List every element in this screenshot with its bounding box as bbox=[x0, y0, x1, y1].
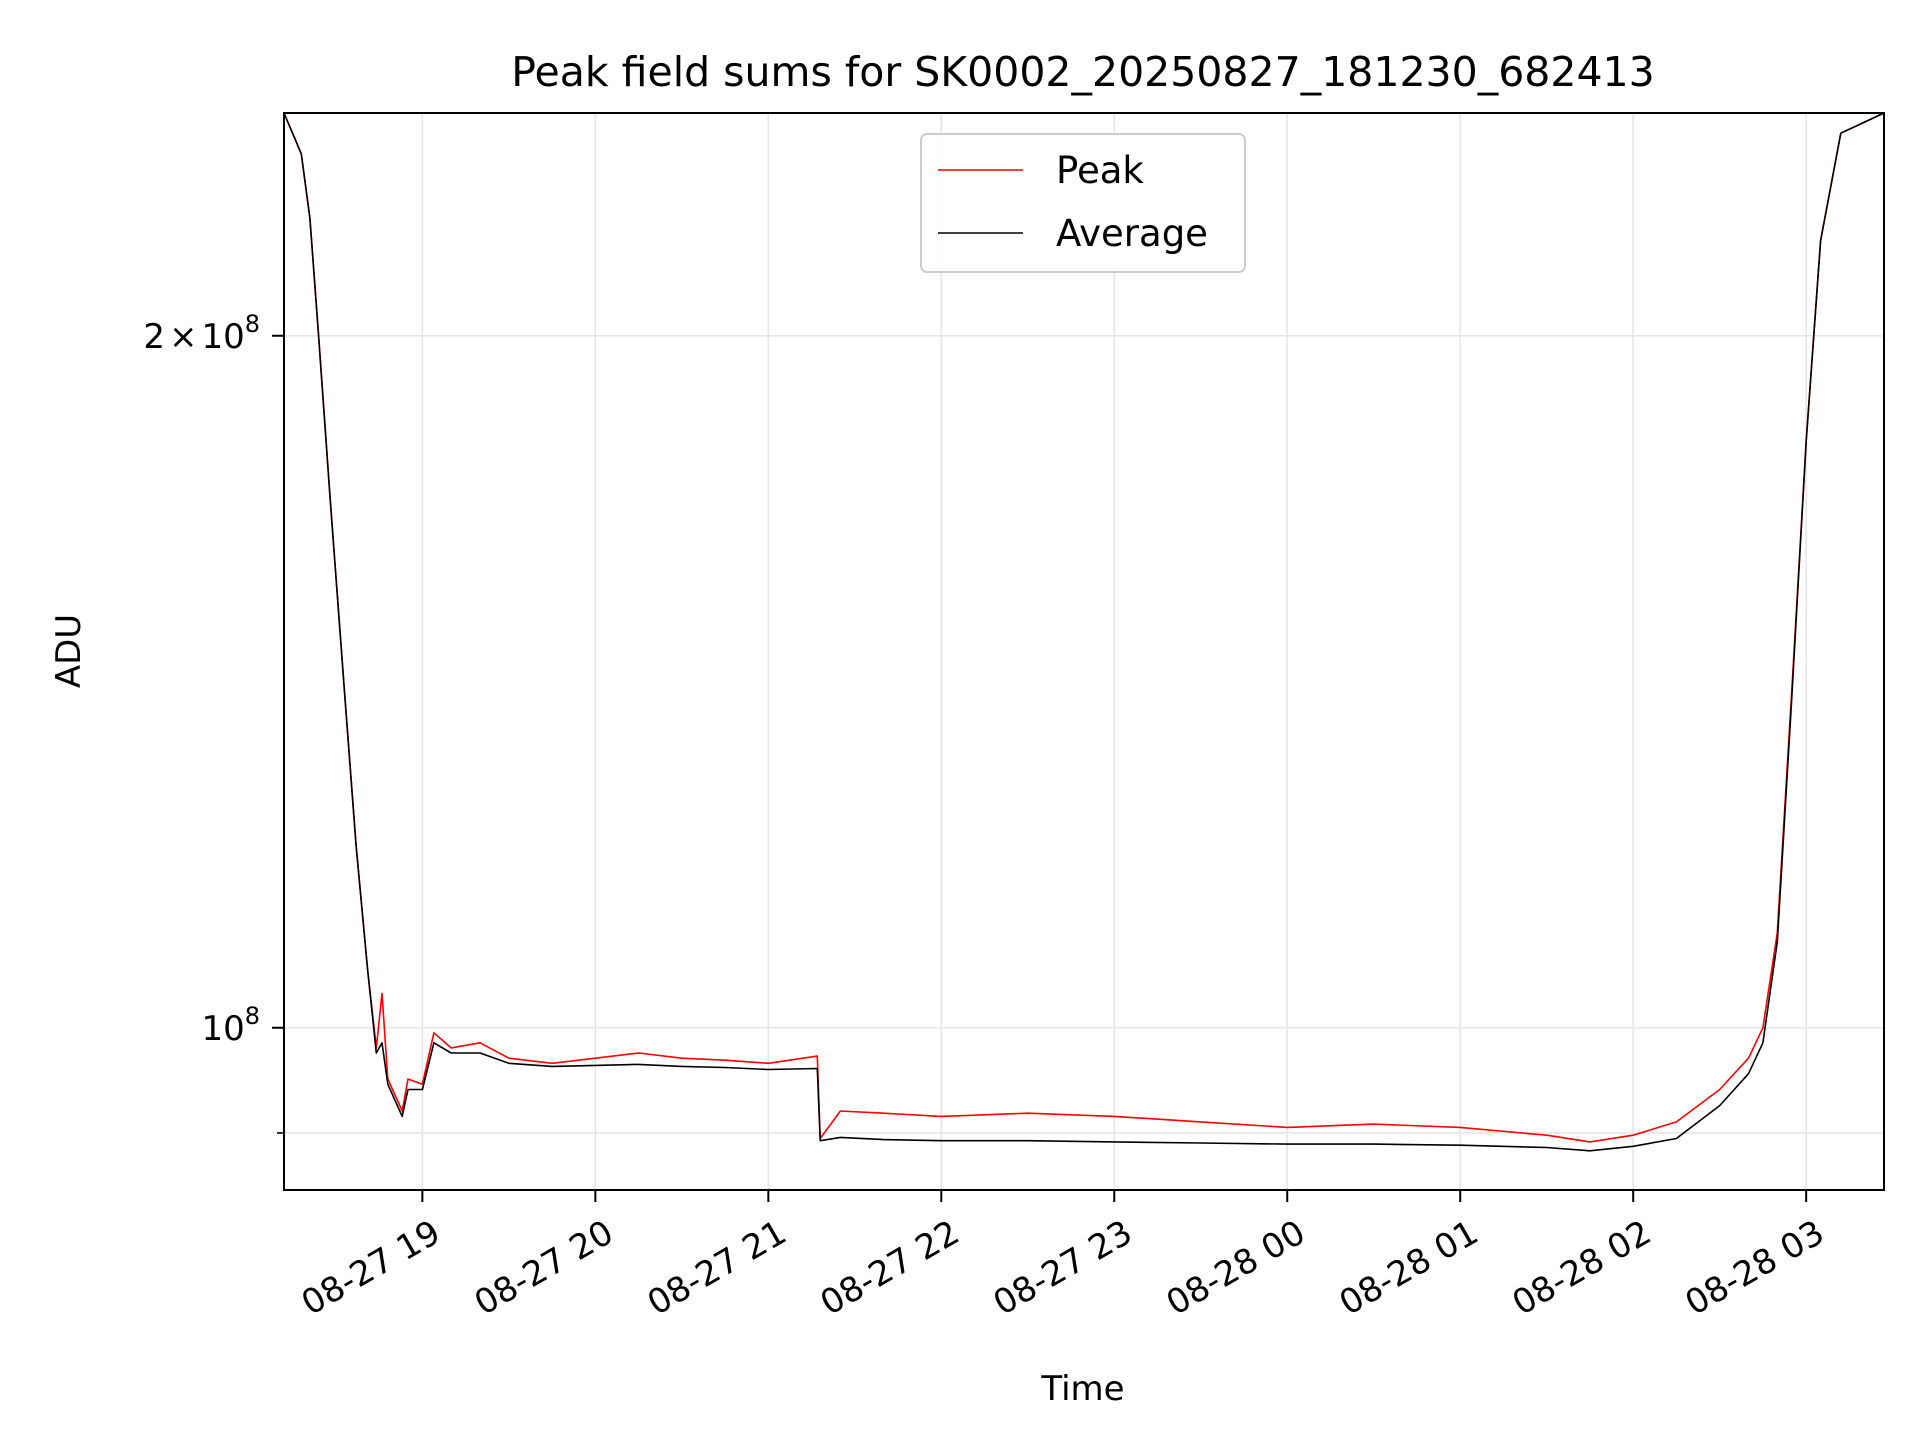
y-axis-label: ADU bbox=[49, 614, 89, 688]
y-tick-label: 2 × 108 bbox=[143, 310, 260, 357]
y-tick-label-exponent: 8 bbox=[245, 310, 260, 338]
y-tick-label-exponent: 8 bbox=[245, 1002, 260, 1030]
x-axis-label: Time bbox=[1040, 1369, 1124, 1409]
chart-title: Peak field sums for SK0002_20250827_1812… bbox=[511, 48, 1654, 96]
legend-label-average: Average bbox=[1056, 212, 1208, 255]
y-tick-label-base: 10 bbox=[201, 1009, 244, 1049]
series-group bbox=[283, 112, 1885, 1152]
y-tick-label-base: 10 bbox=[201, 317, 244, 357]
legend-label-peak: Peak bbox=[1056, 149, 1144, 192]
y-tick-label-times: × bbox=[169, 317, 198, 357]
y-tick-label-mantissa: 2 bbox=[143, 317, 165, 357]
plot-frame bbox=[283, 112, 1885, 1191]
legend: Peak Average bbox=[920, 133, 1246, 273]
grid-lines bbox=[284, 113, 1884, 1190]
legend-box bbox=[920, 133, 1246, 273]
y-tick-label: 108 bbox=[201, 1002, 260, 1049]
series-line-average bbox=[283, 112, 1885, 1152]
